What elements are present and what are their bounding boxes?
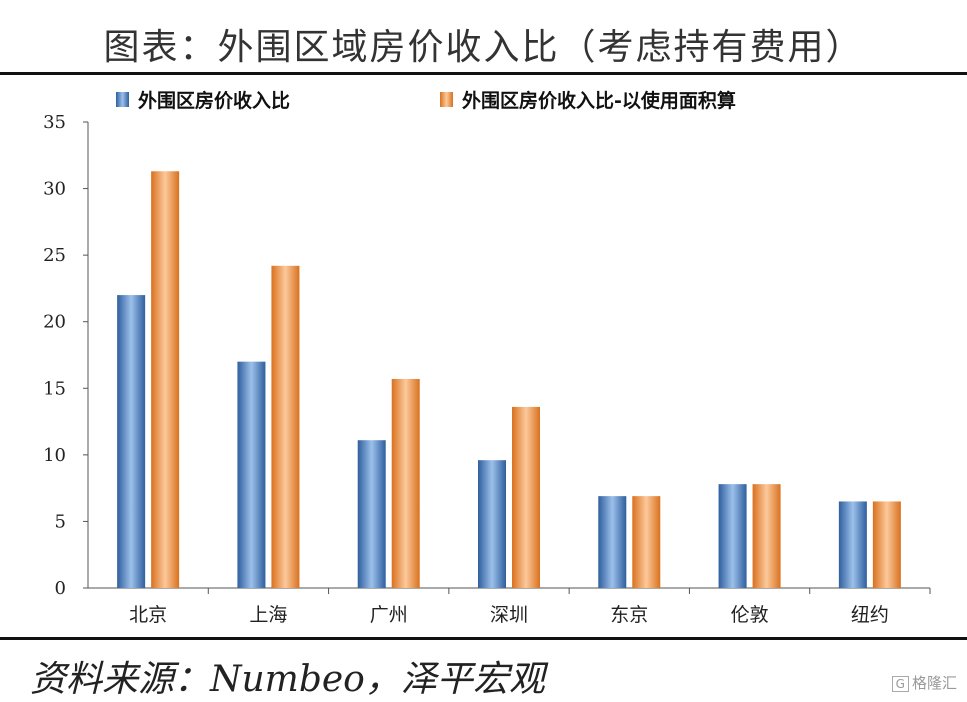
bar	[512, 406, 540, 588]
y-tick-label: 0	[55, 578, 66, 599]
bar	[598, 496, 627, 588]
bar	[632, 496, 661, 588]
bar	[718, 484, 747, 588]
x-tick-label: 北京	[129, 604, 167, 626]
x-tick-label: 纽约	[851, 604, 889, 626]
bar	[752, 484, 781, 588]
watermark: G 格隆汇	[891, 672, 957, 693]
y-tick-label: 10	[43, 445, 66, 466]
x-tick-label: 深圳	[490, 604, 528, 626]
x-tick-label: 东京	[610, 604, 648, 626]
bar	[872, 501, 901, 588]
legend-swatch	[116, 92, 129, 107]
y-tick-label: 20	[43, 312, 66, 333]
bar-chart: 0 5 10 15 20 25 30 35 北京 上海 广州 深圳 东京 伦敦 纽约 外围区房价收入比 外围区房…	[43, 89, 931, 626]
bar	[357, 440, 386, 588]
x-tick-label: 伦敦	[731, 604, 769, 626]
watermark-text: 格隆汇	[911, 674, 957, 692]
chart-title: 图表：外围区域房价收入比（考虑持有费用）	[103, 27, 864, 68]
bar	[117, 295, 146, 588]
legend-swatch	[440, 92, 453, 107]
legend-label: 外围区房价收入比	[138, 89, 290, 112]
x-tick-label: 上海	[249, 604, 287, 626]
bar	[391, 378, 420, 588]
bar	[271, 265, 300, 588]
y-tick-label: 25	[43, 245, 66, 266]
bar	[478, 460, 506, 588]
bar	[151, 171, 180, 588]
source-note: 资料来源：Numbeo，泽平宏观	[30, 659, 545, 700]
bar	[237, 361, 266, 588]
x-tick-label: 广州	[370, 604, 408, 626]
y-tick-label: 35	[43, 112, 66, 133]
bar	[838, 501, 867, 588]
y-tick-label: 5	[55, 511, 66, 532]
y-tick-label: 30	[43, 179, 66, 200]
watermark-logo-icon: G	[891, 676, 909, 692]
top-rule	[0, 72, 967, 75]
y-tick-label: 15	[43, 378, 66, 399]
bottom-rule	[0, 637, 967, 640]
legend-label: 外围区房价收入比-以使用面积算	[462, 89, 736, 112]
